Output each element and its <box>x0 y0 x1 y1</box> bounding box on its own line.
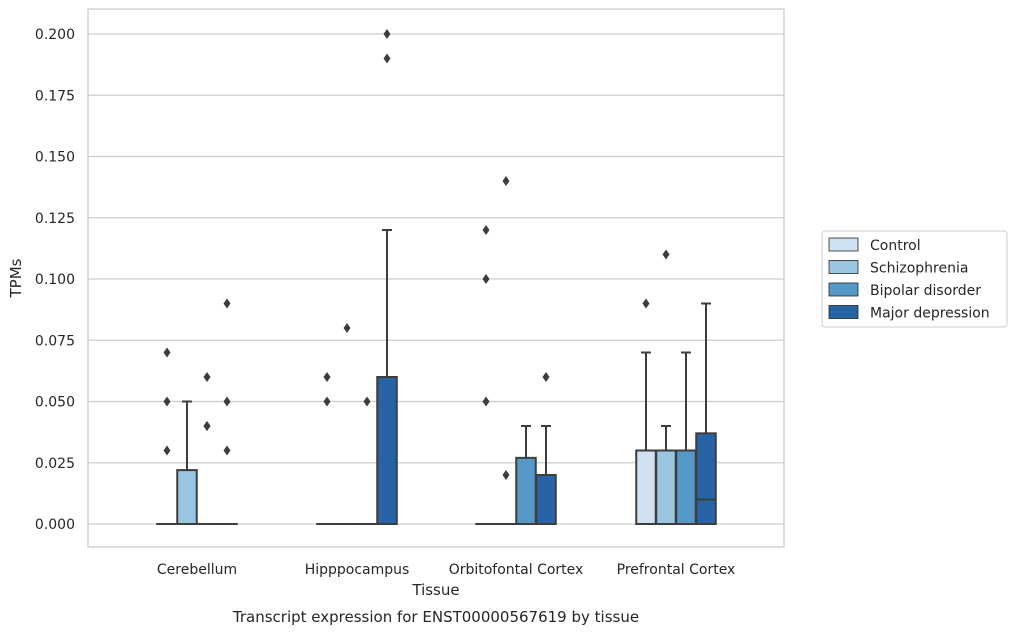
box-rect <box>535 474 557 525</box>
outlier-point <box>163 396 171 407</box>
outlier-point <box>482 225 490 235</box>
legend-label: Schizophrenia <box>870 261 968 277</box>
x-tick-label: Cerebellum <box>157 562 237 578</box>
box-rect <box>635 449 657 525</box>
y-tick-label: 0.150 <box>35 150 75 166</box>
x-tick-labels: Cerebellum Hipppocampus Orbitofontal Corte… <box>157 562 735 578</box>
outlier-point <box>203 372 211 382</box>
box <box>356 396 378 526</box>
outlier-point <box>323 372 331 382</box>
series-control <box>156 225 657 526</box>
x-tick-label: Orbitofontal Cortex <box>449 562 584 578</box>
y-tick-label: 0.200 <box>35 27 75 43</box>
x-tick-label: Prefrontal Cortex <box>617 562 736 578</box>
box-rect <box>675 449 697 525</box>
box <box>675 351 697 525</box>
plot-frame <box>87 8 785 548</box>
series-schizophrenia <box>176 176 677 526</box>
y-axis-label: TPMs <box>7 258 25 298</box>
box-rect <box>515 456 537 526</box>
outlier-point <box>502 470 510 480</box>
box <box>635 298 657 525</box>
box <box>176 400 198 526</box>
outlier-point <box>502 176 510 186</box>
outlier-point <box>323 396 331 407</box>
box-rect <box>655 449 677 525</box>
outlier-point <box>662 249 670 260</box>
series-bipolar-disorder <box>196 351 697 526</box>
y-tick-label: 0.000 <box>35 517 75 533</box>
outlier-point <box>203 421 211 431</box>
box-rect <box>376 376 398 525</box>
legend-swatch <box>828 260 859 274</box>
y-tick-label: 0.125 <box>35 211 75 227</box>
box <box>376 29 398 525</box>
y-tick-label: 0.050 <box>35 395 75 411</box>
box <box>695 302 717 526</box>
legend-swatch <box>828 237 859 252</box>
box <box>535 372 557 525</box>
box <box>655 249 677 525</box>
outlier-point <box>642 298 650 309</box>
legend-label: Bipolar disorder <box>870 283 981 299</box>
x-axis-label: Tissue <box>411 581 459 599</box>
y-tick-label: 0.025 <box>35 456 75 472</box>
legend-label: Major depression <box>870 306 990 322</box>
box <box>216 298 238 526</box>
legend-label: Control <box>870 238 921 254</box>
y-tick-label: 0.175 <box>35 88 75 104</box>
outlier-point <box>482 396 490 407</box>
outlier-point <box>163 347 171 358</box>
outlier-point <box>383 29 391 39</box>
outlier-point <box>163 445 171 456</box>
outlier-point <box>383 53 391 64</box>
box <box>316 372 338 526</box>
outlier-point <box>482 274 490 284</box>
outlier-point <box>542 372 550 382</box>
y-tick-label: 0.100 <box>35 272 75 288</box>
outlier-point <box>223 298 231 309</box>
outlier-point <box>223 445 231 456</box>
legend-swatch <box>828 282 859 297</box>
y-tick-labels: 0.000 0.025 0.050 0.075 0.100 0.125 0.150 0.175… <box>35 27 75 533</box>
box-groups <box>156 29 717 526</box>
series-major-depression <box>216 29 717 526</box>
box-rect <box>176 469 198 526</box>
outlier-point <box>223 396 231 407</box>
x-tick-label: Hipppocampus <box>305 562 410 578</box>
box <box>196 372 218 526</box>
legend-swatch <box>828 305 859 319</box>
outlier-point <box>343 323 351 333</box>
box-rect <box>695 432 717 526</box>
chart-caption: Transcript expression for ENST0000056761… <box>232 608 639 626</box>
outlier-point <box>363 396 371 407</box>
y-tick-label: 0.075 <box>35 333 75 349</box>
legend-frame <box>821 230 1008 328</box>
legend: Control Schizophrenia Bipolar disorder Majo… <box>821 230 1008 328</box>
